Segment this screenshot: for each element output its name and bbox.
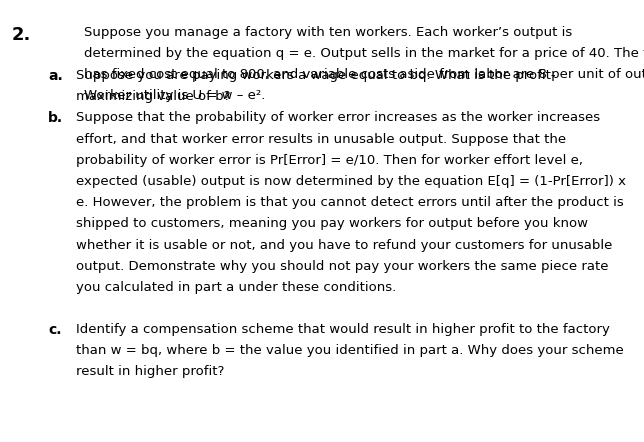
Text: Suppose that the probability of worker error increases as the worker increases: Suppose that the probability of worker e… [76,111,600,124]
Text: Worker utility is U = w – e².: Worker utility is U = w – e². [84,89,265,102]
Text: c.: c. [48,323,62,337]
Text: probability of worker error is Pr[Error] = e/10. Then for worker effort level e,: probability of worker error is Pr[Error]… [76,154,583,167]
Text: determined by the equation q = e. Output sells in the market for a price of 40. : determined by the equation q = e. Output… [84,47,644,60]
Text: a.: a. [48,69,63,83]
Text: output. Demonstrate why you should not pay your workers the same piece rate: output. Demonstrate why you should not p… [76,260,609,273]
Text: b.: b. [48,111,63,126]
Text: than w = bq, where b = the value you identified in part a. Why does your scheme: than w = bq, where b = the value you ide… [76,344,624,357]
Text: 2.: 2. [12,26,31,44]
Text: result in higher profit?: result in higher profit? [76,365,224,378]
Text: Suppose you manage a factory with ten workers. Each worker’s output is: Suppose you manage a factory with ten wo… [84,26,572,38]
Text: you calculated in part a under these conditions.: you calculated in part a under these con… [76,281,396,294]
Text: maximizing value of b?: maximizing value of b? [76,90,231,103]
Text: expected (usable) output is now determined by the equation E[q] = (1-Pr[Error]) : expected (usable) output is now determin… [76,175,626,188]
Text: has fixed cost equal to 800, and variable costs aside from labor are 8 per unit : has fixed cost equal to 800, and variabl… [84,68,644,81]
Text: e. However, the problem is that you cannot detect errors until after the product: e. However, the problem is that you cann… [76,196,624,209]
Text: Identify a compensation scheme that would result in higher profit to the factory: Identify a compensation scheme that woul… [76,323,610,335]
Text: whether it is usable or not, and you have to refund your customers for unusable: whether it is usable or not, and you hav… [76,239,612,251]
Text: effort, and that worker error results in unusable output. Suppose that the: effort, and that worker error results in… [76,133,566,145]
Text: shipped to customers, meaning you pay workers for output before you know: shipped to customers, meaning you pay wo… [76,217,588,230]
Text: Suppose you are paying workers a wage equal to bq. What is the profit-: Suppose you are paying workers a wage eq… [76,69,556,81]
